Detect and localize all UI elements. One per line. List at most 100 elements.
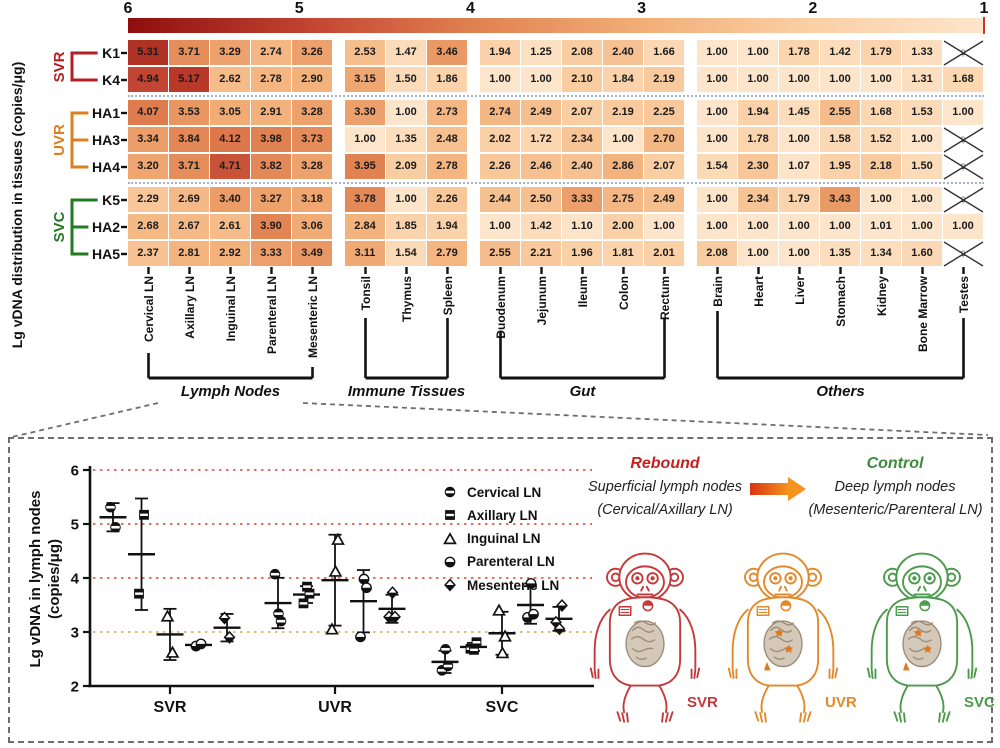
- heatmap-cell: 3.30: [345, 100, 386, 126]
- heatmap-cell: 3.95: [345, 154, 386, 180]
- heatmap-cell: 4.94: [128, 67, 169, 93]
- heatmap-cell: 4.71: [210, 154, 251, 180]
- heatmap-cell: 2.01: [644, 241, 685, 267]
- heatmap-cell: 1.00: [697, 40, 738, 66]
- row-group-separator: [128, 182, 984, 184]
- heatmap-cell: 1.00: [386, 100, 427, 126]
- heatmap-cell: 1.00: [902, 214, 943, 240]
- heatmap-cell: 3.90: [251, 214, 292, 240]
- heatmap-cell: 2.08: [697, 241, 738, 267]
- heatmap-cell: 3.53: [169, 100, 210, 126]
- heatmap-cell: ♀: [943, 154, 984, 180]
- heatmap-cell: ♀: [943, 40, 984, 66]
- heatmap-cell: 1.01: [861, 214, 902, 240]
- column-label: Duodenum: [493, 276, 508, 339]
- heatmap-row-label: K1: [102, 45, 120, 61]
- heatmap-cell: 1.45: [779, 100, 820, 126]
- heatmap-cell: 2.02: [480, 127, 521, 153]
- heatmap-cell: 3.05: [210, 100, 251, 126]
- column-label: Bone Marrow: [915, 276, 930, 353]
- heatmap-cell: 2.70: [644, 127, 685, 153]
- column-label: Axillary LN: [182, 276, 197, 339]
- legend-label: Axillary LN: [467, 507, 538, 523]
- heatmap-cell: 3.34: [128, 127, 169, 153]
- scatter-y-axis-title: Lg vDNA in lymph nodes (copies/μg): [26, 464, 64, 694]
- heatmap-cell: 2.08: [562, 40, 603, 66]
- heatmap-cell: ♀: [943, 187, 984, 213]
- heatmap-cell: 1.00: [779, 127, 820, 153]
- heatmap-cell: 1.42: [820, 40, 861, 66]
- heatmap-cell: 2.61: [210, 214, 251, 240]
- column-label: Liver: [792, 276, 807, 305]
- heatmap-cell: 1.00: [603, 127, 644, 153]
- heatmap-cell: 1.58: [820, 127, 861, 153]
- heatmap-cell: 2.19: [644, 67, 685, 93]
- heatmap-cell: 1.47: [386, 40, 427, 66]
- column-label: Testes: [956, 276, 971, 314]
- heatmap-cell: 1.96: [562, 241, 603, 267]
- legend-item: Inguinal LN: [443, 530, 541, 548]
- heatmap-cell: 2.78: [427, 154, 468, 180]
- row-group-separator: [128, 95, 984, 97]
- heatmap-cell: 3.11: [345, 241, 386, 267]
- heatmap-cell: 2.62: [210, 67, 251, 93]
- heatmap-cell: 2.09: [386, 154, 427, 180]
- heatmap-cell: 1.00: [820, 214, 861, 240]
- heatmap-cell: 1.79: [779, 187, 820, 213]
- heatmap-group-name-svc: SVC: [51, 211, 68, 243]
- heatmap-cell: 1.94: [480, 40, 521, 66]
- heatmap-cell: 2.26: [427, 187, 468, 213]
- column-label: Stomach: [833, 276, 848, 327]
- colorbar: [128, 18, 984, 33]
- column-label: Heart: [751, 276, 766, 307]
- heatmap-cell: 1.00: [820, 67, 861, 93]
- heatmap-cell: 2.34: [562, 127, 603, 153]
- colorbar-tick-label: 3: [637, 0, 647, 17]
- heatmap-cell: 2.18: [861, 154, 902, 180]
- heatmap-cell: 2.10: [562, 67, 603, 93]
- heatmap-cell: 2.21: [521, 241, 562, 267]
- heatmap-cell: 1.85: [386, 214, 427, 240]
- column-label: Jejunum: [534, 276, 549, 326]
- heatmap-cell: 2.91: [251, 100, 292, 126]
- heatmap-cell: 1.00: [697, 214, 738, 240]
- heatmap-cell: 3.28: [292, 154, 333, 180]
- heatmap-cell: 2.67: [169, 214, 210, 240]
- column-label: Mesenteric LN: [305, 276, 320, 359]
- heatmap-cell: 1.00: [697, 187, 738, 213]
- legend-label: Inguinal LN: [467, 531, 541, 547]
- colorbar-tick-label: 5: [294, 0, 304, 17]
- scatter-y-axis-title-line1: Lg vDNA in lymph nodes: [27, 490, 44, 668]
- heatmap-cell: 1.00: [738, 67, 779, 93]
- heatmap-cell: 2.74: [251, 40, 292, 66]
- heatmap-cell: 1.25: [521, 40, 562, 66]
- heatmap-cell: 1.94: [427, 214, 468, 240]
- heatmap-cell: 1.34: [861, 241, 902, 267]
- heatmap-cell: 1.00: [902, 127, 943, 153]
- legend-marker-circle-stripe: [444, 486, 456, 498]
- heatmap-cell: 2.92: [210, 241, 251, 267]
- heatmap-cell: 1.66: [644, 40, 685, 66]
- legend-item: Mesenteric LN: [443, 576, 559, 594]
- legend-item: Axillary LN: [443, 506, 538, 524]
- heatmap-cell: 2.07: [644, 154, 685, 180]
- heatmap-cell: 1.68: [943, 67, 984, 93]
- heatmap-cell: 1.00: [779, 241, 820, 267]
- heatmap-cell: 3.46: [427, 40, 468, 66]
- heatmap-cell: 1.50: [386, 67, 427, 93]
- column-label: Kidney: [874, 276, 889, 317]
- colorbar-tick-label: 4: [465, 0, 475, 17]
- heatmap-cell: 2.46: [521, 154, 562, 180]
- heatmap-cell: 2.55: [820, 100, 861, 126]
- heatmap-cell: 2.74: [480, 100, 521, 126]
- heatmap-cell: 2.26: [480, 154, 521, 180]
- heatmap-cell: 1.00: [480, 67, 521, 93]
- control-line2: (Mesenteric/Parenteral LN): [808, 502, 983, 518]
- heatmap-cell: 2.40: [562, 154, 603, 180]
- heatmap-cell: 1.07: [779, 154, 820, 180]
- heatmap-cell: 1.00: [697, 67, 738, 93]
- legend-marker-square-stripe: [445, 510, 455, 521]
- heatmap-cell: 1.00: [779, 214, 820, 240]
- heatmap-cell: 2.00: [603, 214, 644, 240]
